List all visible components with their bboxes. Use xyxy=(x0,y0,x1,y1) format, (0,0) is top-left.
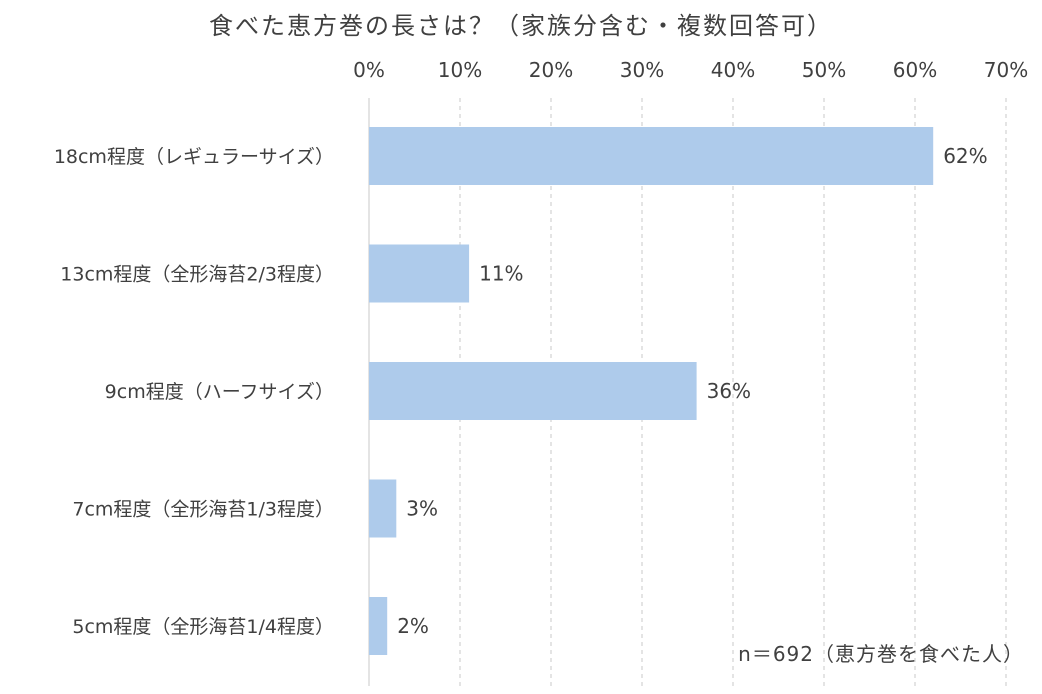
chart-title: 食べた恵方巻の長さは？（家族分含む・複数回答可） xyxy=(209,12,833,40)
x-tick-label: 70% xyxy=(984,58,1028,82)
x-tick-label: 60% xyxy=(893,58,937,82)
x-tick-label: 0% xyxy=(353,58,385,82)
category-label: 18cm程度（レギュラーサイズ） xyxy=(54,146,334,168)
x-tick-label: 50% xyxy=(802,58,846,82)
bar xyxy=(369,244,470,303)
bar xyxy=(369,127,934,185)
data-label: 62% xyxy=(943,144,987,168)
x-tick-label: 20% xyxy=(529,58,573,82)
category-label: 13cm程度（全形海苔2/3程度） xyxy=(60,264,334,286)
data-label: 11% xyxy=(479,262,523,286)
bar xyxy=(369,479,397,538)
bar xyxy=(369,362,697,420)
x-tick-label: 10% xyxy=(438,58,482,82)
x-tick-label: 40% xyxy=(711,58,755,82)
bar xyxy=(369,597,388,655)
x-tick-label: 30% xyxy=(620,58,664,82)
category-label: 5cm程度（全形海苔1/4程度） xyxy=(72,616,334,638)
category-label: 7cm程度（全形海苔1/3程度） xyxy=(72,499,334,521)
sample-size-note: n＝692（恵方巻を食べた人） xyxy=(738,642,1024,666)
data-label: 2% xyxy=(397,614,429,638)
data-label: 36% xyxy=(707,379,751,403)
data-label: 3% xyxy=(406,497,438,521)
category-label: 9cm程度（ハーフサイズ） xyxy=(105,381,334,403)
